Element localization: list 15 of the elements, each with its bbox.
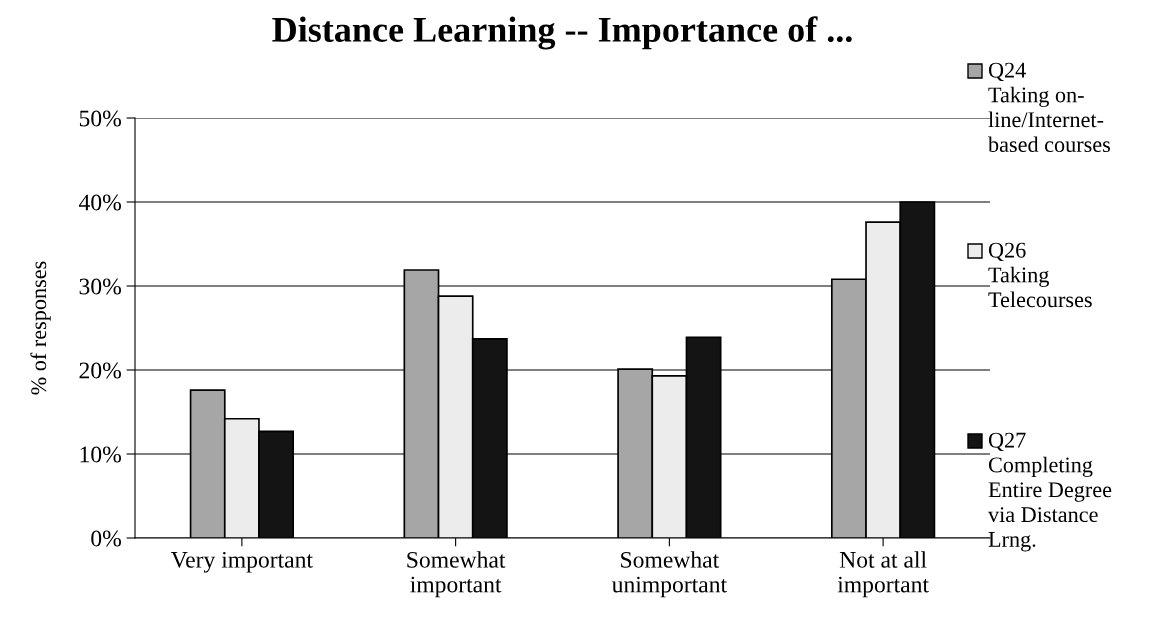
y-axis-title: % of responses	[30, 261, 51, 395]
x-tick-label: Somewhat unimportant	[611, 551, 727, 598]
x-tick-label: Very important	[171, 551, 313, 573]
x-tick-label: Somewhat important	[407, 551, 506, 598]
legend-label: Q27 Completing Entire Degree via Distance Lrng.	[988, 432, 1112, 552]
y-tick-label: 10%	[80, 446, 121, 463]
legend-label: Q24 Taking on- line/Internet- based courses	[988, 62, 1110, 153]
x-tick-label: Not at all important	[837, 551, 929, 598]
legend-label: Q26 Taking Telecourses	[988, 242, 1092, 308]
y-tick-label: 20%	[79, 362, 121, 379]
y-tick-label: 40%	[78, 194, 121, 211]
chart-title: Distance Learning -- Importance of ...	[272, 16, 852, 50]
y-tick-label: 30%	[79, 278, 121, 295]
y-tick-label: 0%	[91, 530, 121, 547]
y-tick-label: 50%	[79, 110, 121, 127]
